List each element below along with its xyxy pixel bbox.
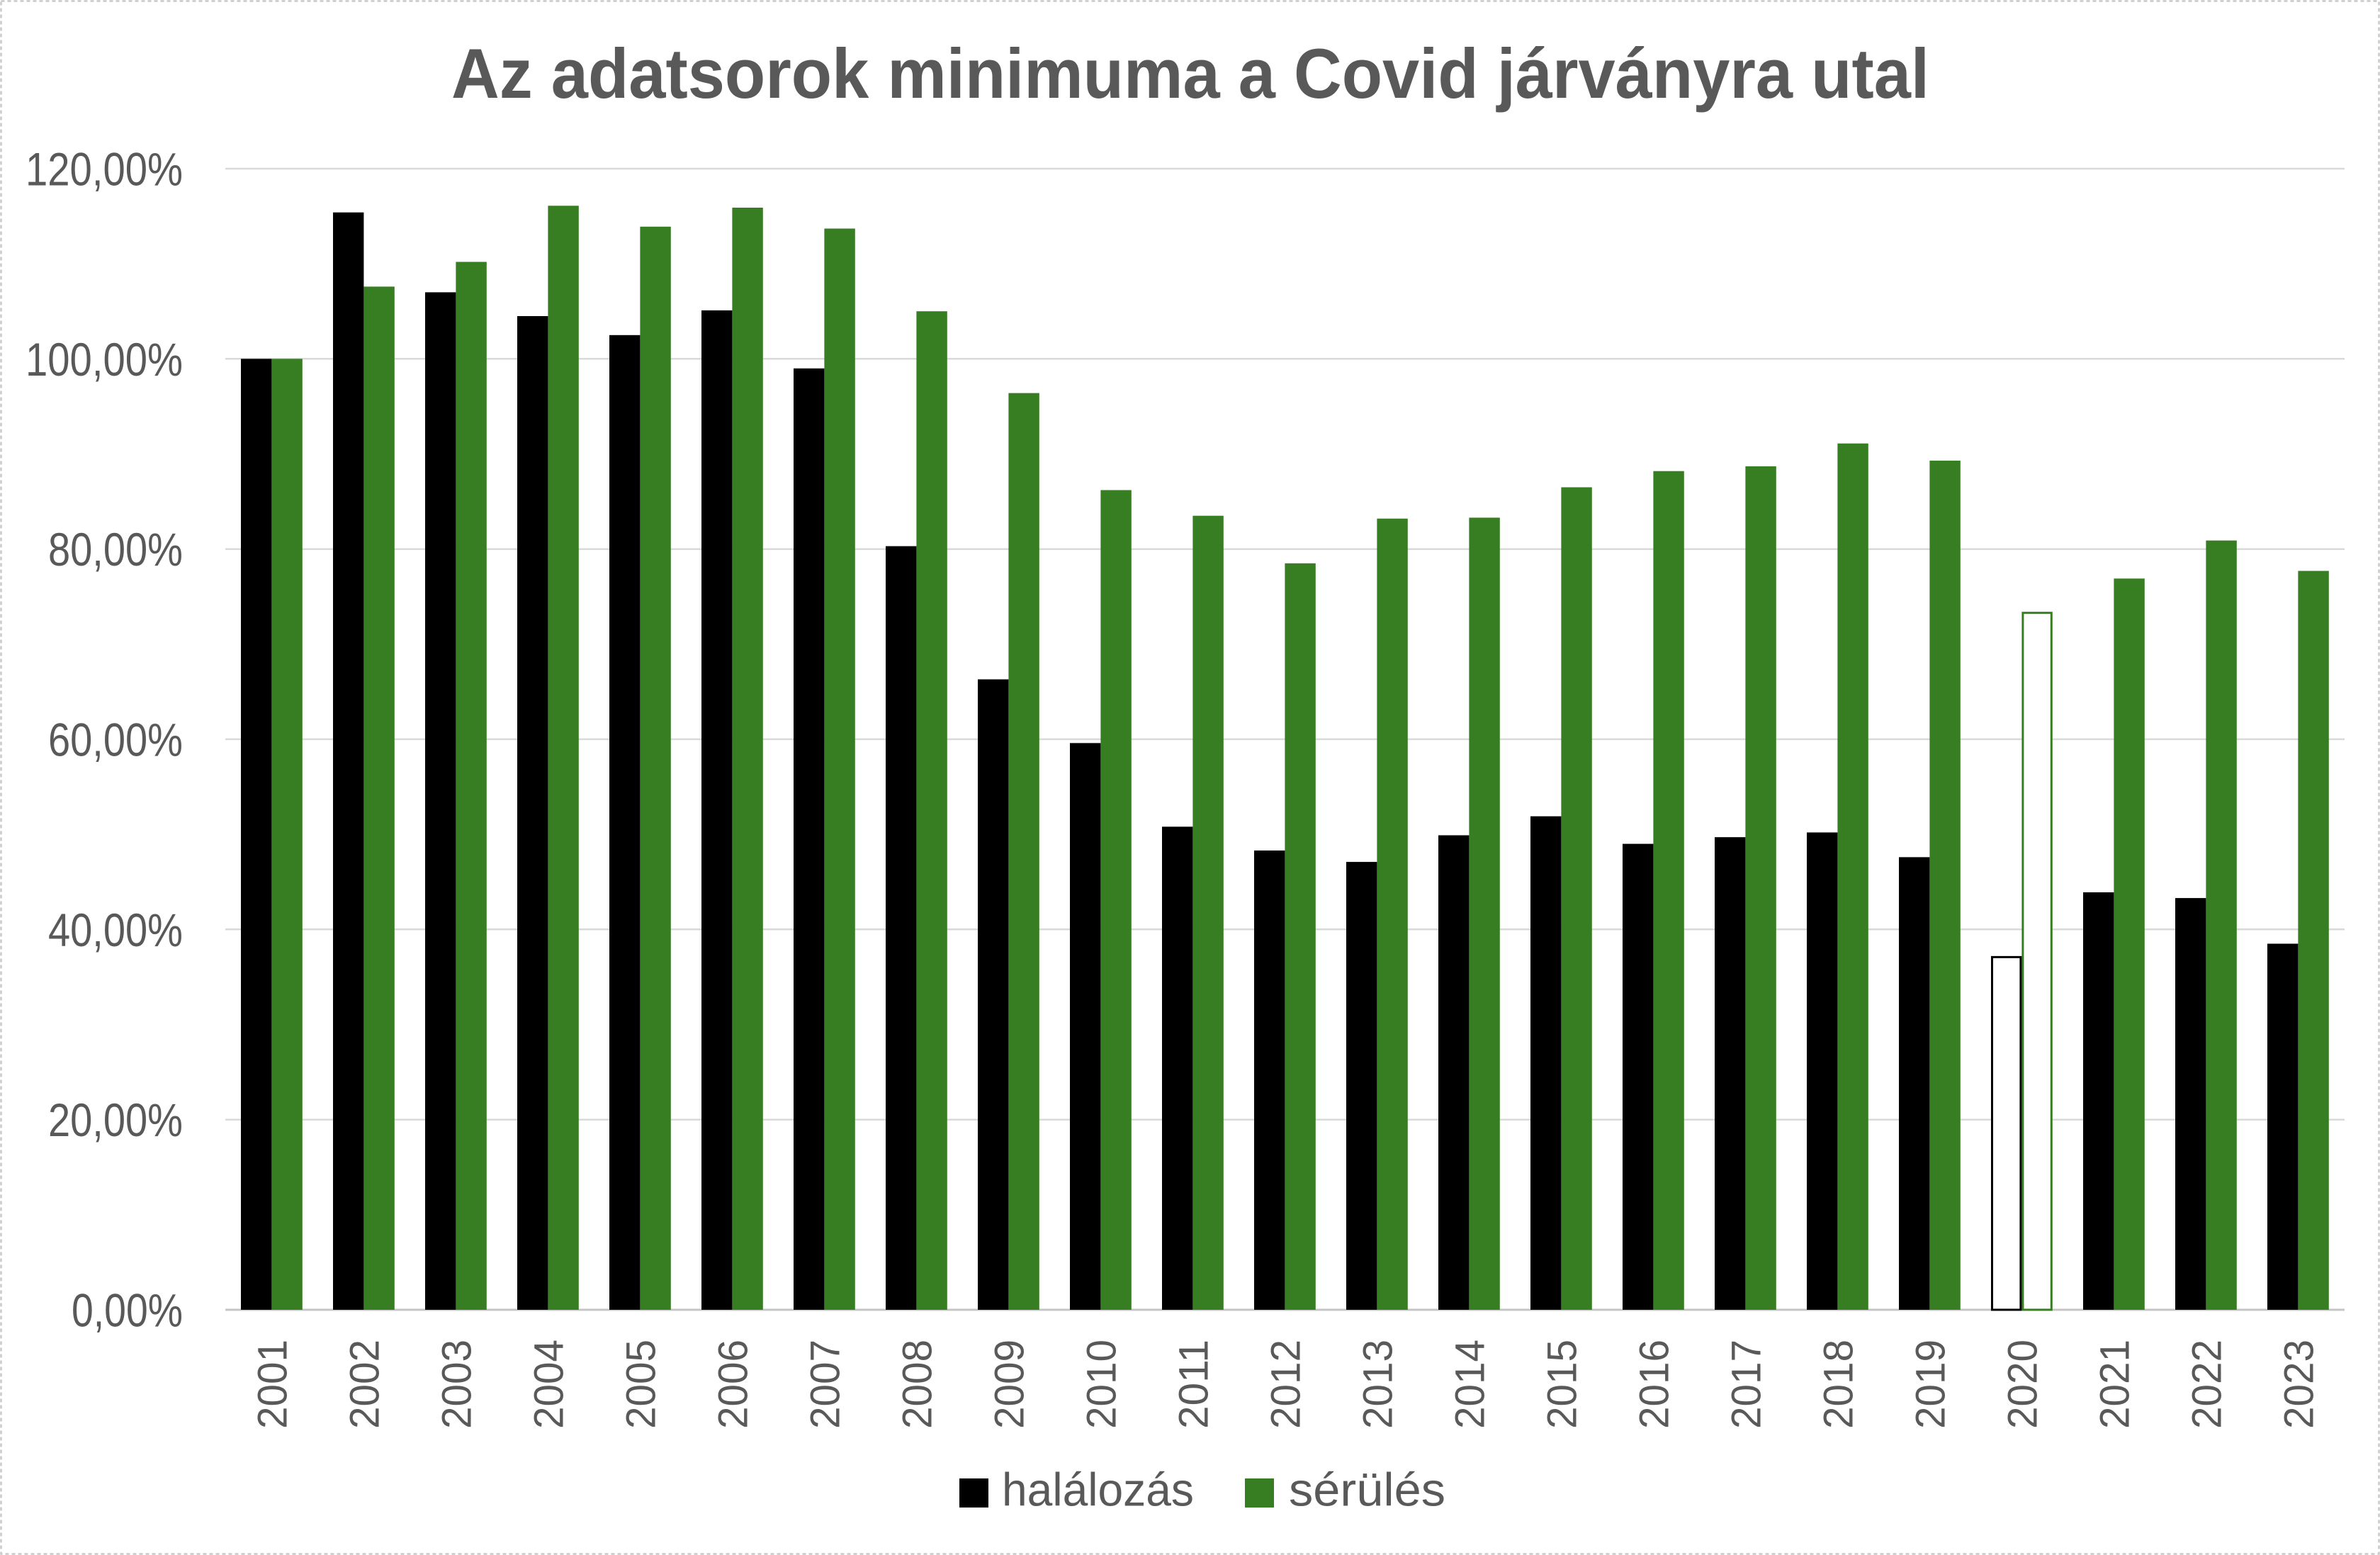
svg-text:2004: 2004	[526, 1340, 573, 1429]
svg-text:2005: 2005	[619, 1340, 665, 1429]
svg-text:2018: 2018	[1816, 1340, 1862, 1429]
svg-text:2019: 2019	[1908, 1340, 1954, 1429]
svg-text:2006: 2006	[711, 1340, 757, 1429]
svg-text:2011: 2011	[1171, 1340, 1217, 1429]
svg-text:2020: 2020	[2000, 1340, 2046, 1429]
svg-text:2023: 2023	[2277, 1340, 2323, 1429]
svg-text:2015: 2015	[1540, 1340, 1586, 1429]
svg-text:2016: 2016	[1632, 1340, 1678, 1429]
svg-text:2009: 2009	[987, 1340, 1033, 1429]
svg-text:2003: 2003	[434, 1340, 480, 1429]
svg-text:2008: 2008	[895, 1340, 941, 1429]
svg-text:0,00%: 0,00%	[72, 1284, 183, 1337]
svg-text:40,00%: 40,00%	[48, 904, 183, 956]
svg-text:sérülés: sérülés	[1289, 1464, 1445, 1516]
svg-text:100,00%: 100,00%	[26, 333, 183, 386]
svg-text:2022: 2022	[2184, 1340, 2230, 1429]
svg-text:2017: 2017	[1724, 1340, 1770, 1429]
svg-text:60,00%: 60,00%	[48, 714, 183, 766]
svg-text:2001: 2001	[250, 1340, 296, 1429]
svg-text:2007: 2007	[803, 1340, 849, 1429]
svg-text:120,00%: 120,00%	[26, 143, 183, 196]
svg-text:halálozás: halálozás	[1002, 1464, 1194, 1516]
svg-text:2014: 2014	[1448, 1340, 1494, 1429]
svg-text:2013: 2013	[1355, 1340, 1402, 1429]
svg-text:2021: 2021	[2092, 1340, 2138, 1429]
svg-text:2002: 2002	[342, 1340, 388, 1429]
svg-text:Az adatsorok minimuma a Covid: Az adatsorok minimuma a Covid járványra …	[451, 34, 1929, 113]
svg-text:80,00%: 80,00%	[48, 523, 183, 576]
svg-text:2010: 2010	[1079, 1340, 1125, 1429]
svg-text:2012: 2012	[1263, 1340, 1309, 1429]
svg-text:20,00%: 20,00%	[48, 1094, 183, 1146]
